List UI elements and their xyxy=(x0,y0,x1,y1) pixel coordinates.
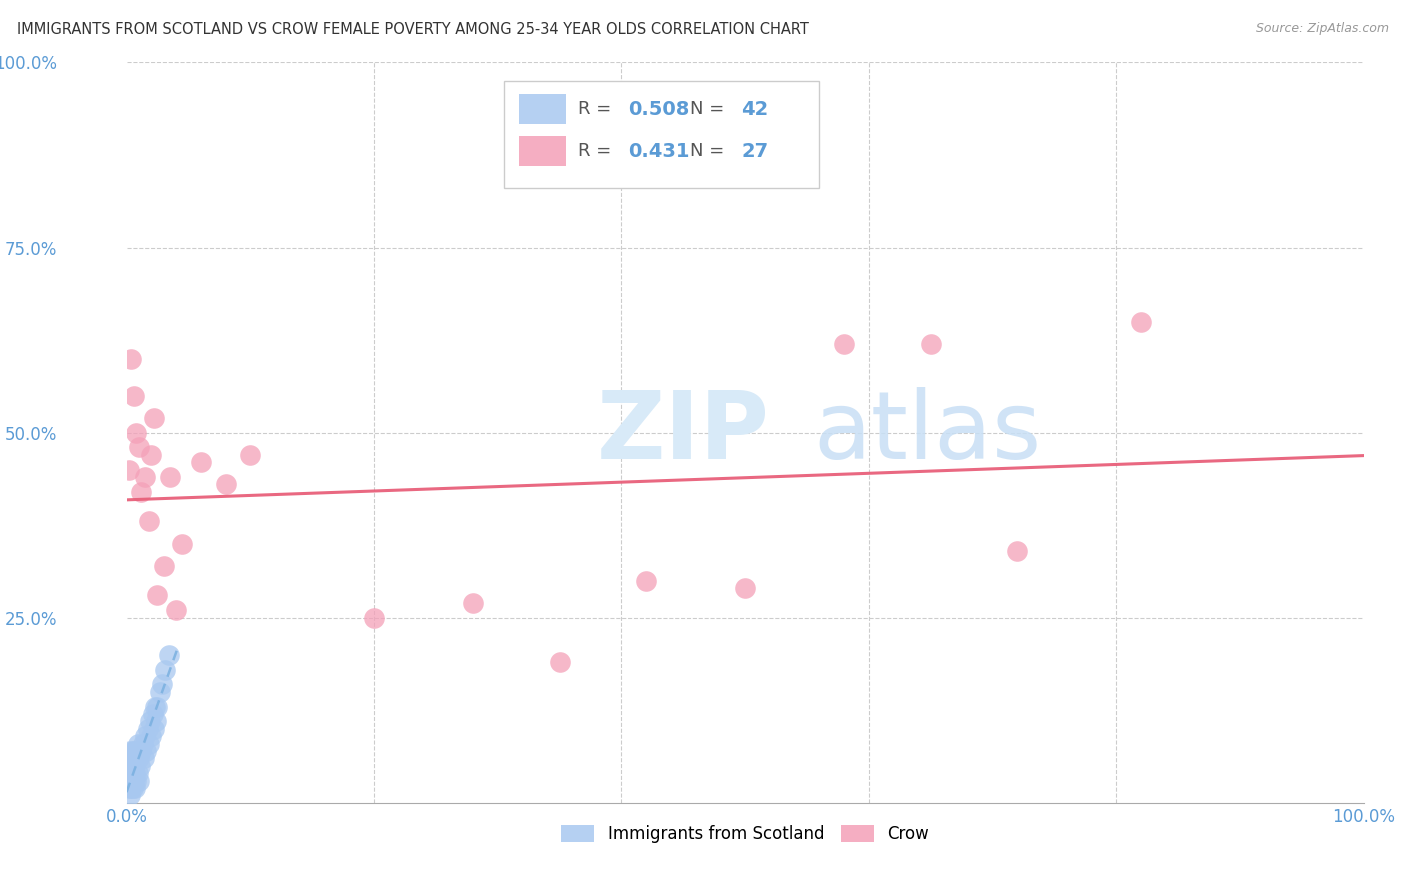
Point xyxy=(121,744,143,758)
Point xyxy=(138,515,160,529)
Point xyxy=(125,751,148,765)
Point xyxy=(146,589,169,603)
Point xyxy=(149,685,172,699)
Point xyxy=(461,596,484,610)
Point xyxy=(121,351,143,366)
Point xyxy=(122,758,145,772)
Point xyxy=(153,663,176,677)
Point xyxy=(125,773,148,788)
Point xyxy=(1007,544,1029,558)
Bar xyxy=(519,136,565,166)
Point xyxy=(131,484,153,499)
Point xyxy=(152,677,174,691)
Point xyxy=(141,729,163,743)
Text: 0.431: 0.431 xyxy=(627,142,689,161)
Point xyxy=(128,773,150,788)
Point xyxy=(128,441,150,455)
Point xyxy=(134,470,156,484)
Point xyxy=(118,780,141,795)
Point xyxy=(832,336,855,351)
Point xyxy=(1130,314,1153,328)
Text: N =: N = xyxy=(689,100,730,118)
Point xyxy=(122,388,145,402)
Point xyxy=(131,744,153,758)
Point xyxy=(120,789,142,803)
Point xyxy=(920,336,942,351)
Point xyxy=(124,780,146,795)
Point xyxy=(121,780,143,795)
Point xyxy=(129,758,152,772)
Point xyxy=(127,766,149,780)
Text: 42: 42 xyxy=(741,100,769,119)
Point xyxy=(118,462,141,476)
Point xyxy=(734,581,756,595)
Legend: Immigrants from Scotland, Crow: Immigrants from Scotland, Crow xyxy=(554,819,936,850)
Text: Source: ZipAtlas.com: Source: ZipAtlas.com xyxy=(1256,22,1389,36)
Point xyxy=(239,448,262,462)
Point xyxy=(121,766,143,780)
Text: 27: 27 xyxy=(741,142,769,161)
Text: N =: N = xyxy=(689,143,730,161)
Point xyxy=(159,470,181,484)
Point xyxy=(132,751,155,765)
Point xyxy=(363,610,385,624)
Text: atlas: atlas xyxy=(813,386,1042,479)
Point xyxy=(165,603,187,617)
Text: R =: R = xyxy=(578,143,617,161)
Text: R =: R = xyxy=(578,100,617,118)
Bar xyxy=(503,81,820,188)
Point xyxy=(190,455,212,469)
Text: ZIP: ZIP xyxy=(596,386,769,479)
Point xyxy=(172,536,194,550)
Point xyxy=(141,448,163,462)
Point xyxy=(127,737,149,751)
Point xyxy=(135,744,157,758)
Point xyxy=(139,714,162,729)
Text: IMMIGRANTS FROM SCOTLAND VS CROW FEMALE POVERTY AMONG 25-34 YEAR OLDS CORRELATIO: IMMIGRANTS FROM SCOTLAND VS CROW FEMALE … xyxy=(17,22,808,37)
Point xyxy=(131,737,153,751)
Point xyxy=(146,699,169,714)
Point xyxy=(138,737,160,751)
Point xyxy=(548,655,571,669)
Point xyxy=(121,780,143,795)
Point xyxy=(122,773,145,788)
Point xyxy=(125,425,148,440)
Point xyxy=(124,766,146,780)
Point xyxy=(120,773,142,788)
Point xyxy=(120,744,142,758)
Point xyxy=(636,574,658,588)
Point xyxy=(121,766,143,780)
Point xyxy=(214,477,236,491)
Point xyxy=(142,722,165,736)
Point xyxy=(124,744,146,758)
Point xyxy=(118,758,141,772)
Point xyxy=(128,751,150,765)
Text: 0.508: 0.508 xyxy=(627,100,689,119)
Point xyxy=(152,558,174,573)
Point xyxy=(142,410,165,425)
Point xyxy=(121,751,143,765)
Point xyxy=(134,729,156,743)
Point xyxy=(143,699,166,714)
Point xyxy=(141,706,163,721)
Bar xyxy=(519,95,565,124)
Point xyxy=(145,714,167,729)
Point xyxy=(157,648,180,662)
Point xyxy=(117,773,139,788)
Point xyxy=(136,722,159,736)
